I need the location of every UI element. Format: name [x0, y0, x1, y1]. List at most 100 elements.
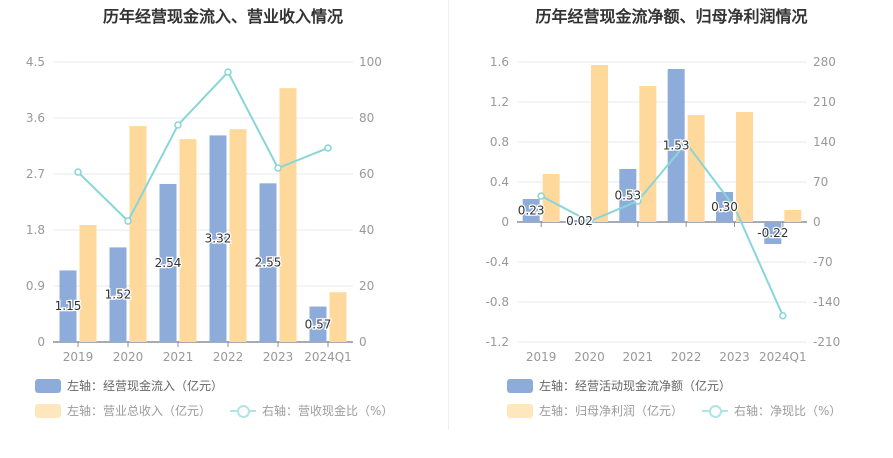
right-axis-tick-label: 70: [813, 175, 828, 189]
legend-label: 左轴：归母净利润（亿元）: [539, 404, 684, 418]
right-axis-tick-label: 280: [813, 55, 836, 69]
bar-data-label: 0.02: [566, 214, 593, 228]
line-point: [324, 144, 332, 152]
left-axis-tick-label: 4.5: [26, 55, 45, 69]
bar-secondary: [591, 65, 608, 222]
x-axis-tick-label: 2023: [263, 350, 294, 364]
left-axis-tick-label: 3.6: [26, 111, 45, 125]
bar-data-label: 1.15: [55, 299, 82, 313]
x-axis-tick-label: 2021: [623, 350, 654, 364]
bar-primary: [619, 169, 637, 222]
right-axis-tick-label: -140: [813, 295, 840, 309]
bar-primary: [259, 183, 277, 342]
right-axis-tick-label: 20: [359, 279, 374, 293]
bar-data-label: 3.32: [205, 232, 232, 246]
bar-secondary: [79, 225, 97, 342]
left-axis-tick-label: 2.7: [26, 167, 45, 181]
right-axis-tick-label: 0: [359, 335, 367, 349]
bar-primary: [571, 220, 588, 222]
bar-data-label: -0.22: [757, 226, 788, 240]
bar-data-label: 2.55: [255, 256, 282, 270]
line-point: [124, 217, 132, 225]
left-axis-tick-label: 0.4: [490, 175, 509, 189]
bar-primary: [522, 199, 540, 222]
chart-panel-right: 历年经营现金流净额、归母净利润情况 -1.2 -210 -0.8 -140 -0.4 -7…: [450, 0, 893, 458]
x-axis-tick-label: 2021: [163, 350, 194, 364]
right-axis-tick-label: -70: [813, 255, 833, 269]
bar-primary: [159, 183, 177, 342]
legend-item-revenue[interactable]: 左轴：营业总收入（亿元）: [35, 402, 211, 419]
x-axis-tick-label: 2023: [719, 350, 750, 364]
bar-secondary: [329, 292, 347, 342]
bar-secondary: [687, 115, 705, 222]
legend-swatch-bar: [507, 378, 533, 393]
right-axis-tick-label: 210: [813, 95, 836, 109]
legend-swatch-bar: [507, 403, 533, 418]
bar-secondary: [542, 174, 560, 222]
bar-data-label: 0.23: [518, 204, 545, 218]
line-point: [174, 121, 182, 129]
left-axis-tick-label: 0.9: [26, 279, 45, 293]
legend-label: 右轴：营收现金比（%）: [262, 404, 394, 418]
bar-secondary: [736, 112, 753, 222]
right-axis-tick-label: 40: [359, 223, 374, 237]
legend-item-net-profit[interactable]: 左轴：归母净利润（亿元）: [507, 402, 683, 419]
left-axis-tick-label: 0.8: [490, 135, 509, 149]
left-axis-tick-label: 1.2: [490, 95, 509, 109]
legend-label: 左轴：经营现金流入（亿元）: [67, 379, 224, 393]
right-axis-tick-label: 60: [359, 167, 374, 181]
ratio-line: [540, 141, 784, 317]
x-axis-tick-label: 2020: [113, 350, 144, 364]
x-axis-tick-label: 2024Q1: [759, 350, 807, 364]
legend-label: 右轴：净现比（%）: [734, 404, 842, 418]
right-axis-tick-label: 100: [359, 55, 382, 69]
bar-data-label: 1.53: [663, 139, 690, 153]
bar-primary: [59, 270, 77, 342]
x-axis-tick-label: 2024Q1: [304, 350, 352, 364]
legend-swatch-bar: [35, 403, 61, 418]
left-axis-tick-label: -0.4: [486, 255, 509, 269]
chart-panel-left: 历年经营现金流入、营业收入情况 0 0 0.9 20 1.8 40 2.7 60 3.6 80 4.…: [0, 0, 446, 458]
line-point: [779, 311, 787, 320]
bar-primary: [109, 247, 127, 342]
line-point: [730, 203, 739, 211]
legend-item-ratio[interactable]: 右轴：营收现金比（%）: [230, 402, 393, 419]
bar-secondary: [784, 210, 802, 222]
left-axis-tick-label: -0.8: [486, 295, 509, 309]
bar-secondary: [229, 129, 247, 342]
bar-secondary: [129, 126, 147, 342]
legend-item-operating-cash-inflow[interactable]: 左轴：经营现金流入（亿元）: [35, 377, 223, 394]
x-axis-tick-label: 2019: [526, 350, 557, 364]
left-axis-tick-label: 1.6: [490, 55, 509, 69]
x-axis-tick-label: 2022: [671, 350, 702, 364]
line-point: [682, 139, 690, 147]
bar-data-label: 2.54: [155, 256, 182, 270]
x-axis-tick-label: 2022: [213, 350, 244, 364]
divider: [448, 0, 449, 430]
line-point: [224, 68, 232, 76]
left-axis-tick-label: 0: [501, 215, 509, 229]
bar-secondary: [179, 139, 197, 342]
legend-swatch-bar: [35, 378, 61, 393]
bar-primary: [309, 306, 327, 342]
legend-item-net-cash-ratio[interactable]: 右轴：净现比（%）: [702, 402, 841, 419]
line-point: [634, 197, 642, 205]
bar-data-label: 0.30: [711, 200, 738, 214]
left-axis-tick-label: 0: [37, 335, 45, 349]
bar-primary: [667, 69, 685, 222]
line-point: [274, 164, 282, 172]
chart-title: 历年经营现金流入、营业收入情况: [102, 7, 343, 26]
x-axis-tick-label: 2020: [574, 350, 605, 364]
bar-primary: [209, 135, 227, 342]
line-point: [585, 217, 594, 226]
bar-data-label: 0.57: [305, 317, 332, 331]
left-axis-tick-label: 1.8: [26, 223, 45, 237]
bar-primary: [764, 222, 782, 244]
bar-data-label: 1.52: [105, 288, 132, 302]
chart-plot: 0 0 0.9 20 1.8 40 2.7 60 3.6 80 4.5 100 2019 2020 2021…: [26, 55, 382, 364]
right-axis-tick-label: 0: [813, 215, 821, 229]
bar-secondary: [279, 88, 297, 342]
legend-item-net-operating-cash-flow[interactable]: 左轴：经营活动现金流净额（亿元）: [507, 377, 731, 394]
bar-data-label: 0.53: [614, 189, 641, 203]
line-point: [74, 168, 82, 176]
